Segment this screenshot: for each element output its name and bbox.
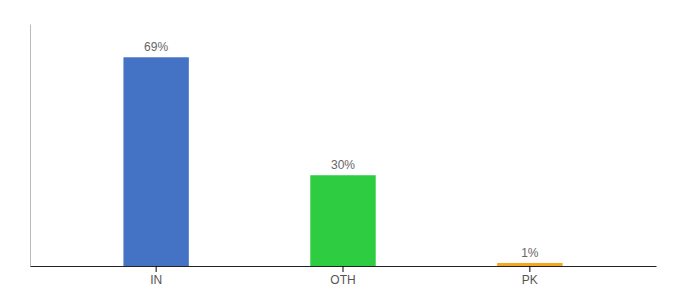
data-labels: 69% 30% 1% <box>144 40 539 260</box>
bar <box>497 263 562 266</box>
x-tick-mark <box>156 266 157 272</box>
chart-svg: IN OTH PK 69% 30% 1% <box>0 0 680 300</box>
bar <box>310 175 375 266</box>
x-tick-mark <box>529 266 530 272</box>
x-tick: OTH <box>330 266 355 287</box>
x-tick: PK <box>522 266 538 287</box>
x-axis: IN OTH PK <box>31 266 657 287</box>
x-tick-label: PK <box>522 273 538 287</box>
y-axis-line <box>30 25 31 267</box>
bar <box>123 57 188 266</box>
data-label: 30% <box>331 158 355 172</box>
plot-area: IN OTH PK 69% 30% 1% <box>31 25 657 287</box>
data-label: 1% <box>521 246 539 260</box>
data-label: 69% <box>144 40 168 54</box>
x-tick: IN <box>150 266 162 287</box>
x-tick-label: OTH <box>330 273 355 287</box>
x-tick-mark <box>343 266 344 272</box>
y-axis <box>30 25 31 267</box>
x-tick-label: IN <box>150 273 162 287</box>
bars <box>123 57 562 266</box>
